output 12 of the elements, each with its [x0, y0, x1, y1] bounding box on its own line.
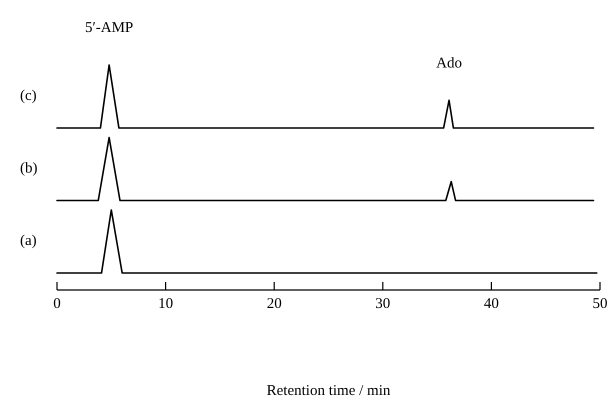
- annotation: 5′-AMP: [84, 20, 134, 36]
- x-tick-label: 20: [266, 296, 282, 312]
- text: (c): [20, 88, 37, 104]
- text: (b): [20, 160, 38, 176]
- x-axis-title: Retention time / min: [266, 383, 391, 399]
- x-tick-label: 0: [53, 296, 61, 312]
- annotation: Ado: [436, 55, 462, 72]
- x-tick-label: 40: [484, 296, 499, 312]
- x-tick-label: 50: [592, 296, 608, 312]
- x-tick-label: 10: [158, 296, 174, 312]
- x-tick-label: 30: [375, 296, 390, 312]
- text: (a): [20, 233, 37, 249]
